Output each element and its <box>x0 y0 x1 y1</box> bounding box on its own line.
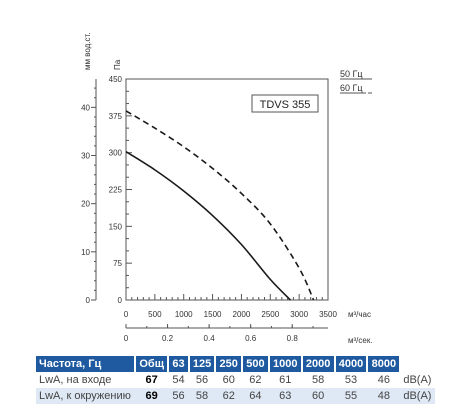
performance-chart: 50 Гц 60 Гц TDVS 355 мм вод.ст. Па м³/ча… <box>81 32 373 345</box>
x2-tick-label: 0.8 <box>287 334 299 343</box>
y-pa-tick-labels: 0 75 150 225 300 375 450 <box>109 75 123 305</box>
y-mm-axis-title: мм вод.ст. <box>83 32 92 70</box>
row-value: 63 <box>268 388 302 404</box>
row-value: 60 <box>301 388 335 404</box>
row-unit: dB(A) <box>400 372 435 388</box>
header-band: 8000 <box>367 356 402 372</box>
y-tick-label: 150 <box>109 222 123 231</box>
y-tick-label: 225 <box>109 186 123 195</box>
legend-50-label: 50 Гц <box>340 69 363 79</box>
row-value: 58 <box>301 372 335 388</box>
x2-tick-label: 0 <box>124 334 129 343</box>
row-value: 55 <box>334 388 368 404</box>
header-band: 1000 <box>268 356 303 372</box>
x-flow-axis-title: м³/час <box>348 310 371 319</box>
noise-row: LwA, на входе 67 54 56 60 62 61 58 53 46 dB(A) <box>36 372 435 388</box>
y-tick-label: 375 <box>109 112 123 121</box>
y-tick-label: 300 <box>109 149 123 158</box>
x2-tick-labels: 0 0.2 0.4 0.6 0.8 <box>124 324 314 343</box>
x-tick-labels: 0 500 1000 1500 2000 2500 3000 3500 <box>124 310 338 319</box>
x2-tick-label: 0.4 <box>204 334 216 343</box>
row-value: 62 <box>242 372 269 388</box>
x-tick-label: 3000 <box>290 310 308 319</box>
header-band: 500 <box>242 356 270 372</box>
y-pa-axis-title: Па <box>113 59 122 70</box>
row-total: 69 <box>135 388 169 404</box>
series-lines <box>125 110 315 301</box>
noise-table: Частота, Гц Общ 63 125 250 500 1000 2000 4000 800… <box>36 356 436 404</box>
x-tick-label: 2000 <box>233 310 251 319</box>
row-value: 64 <box>242 388 269 404</box>
header-label: Частота, Гц <box>36 356 137 372</box>
noise-row: LwA, к окружению 69 56 58 62 64 63 60 55 48 dB(A) <box>36 388 435 404</box>
x-flow2-axis-title: м³/сек. <box>348 336 373 345</box>
header-band: 125 <box>188 356 217 372</box>
header-band: Общ <box>135 356 170 372</box>
series-50hz-line <box>125 151 292 301</box>
header-band: 2000 <box>301 356 336 372</box>
x2-tick-label: 0.2 <box>162 334 174 343</box>
row-value: 48 <box>367 388 401 404</box>
mm-tick-label: 10 <box>81 248 90 257</box>
x-tick-label: 3500 <box>319 310 337 319</box>
row-value: 62 <box>215 388 243 404</box>
y-tick-label: 0 <box>118 296 123 305</box>
y-tick-label: 450 <box>109 75 123 84</box>
row-value: 56 <box>188 372 216 388</box>
legend-60-label: 60 Гц <box>340 83 363 93</box>
tick-marks <box>91 78 329 301</box>
row-value: 53 <box>334 372 368 388</box>
x-tick-label: 1500 <box>204 310 222 319</box>
row-total: 67 <box>135 372 169 388</box>
y-mm-tick-labels: 0 10 20 30 40 <box>81 103 90 305</box>
y-tick-label: 75 <box>113 259 122 268</box>
mm-tick-label: 40 <box>81 103 90 112</box>
row-value: 46 <box>367 372 401 388</box>
row-value: 60 <box>215 372 243 388</box>
row-value: 58 <box>188 388 216 404</box>
row-value: 56 <box>168 388 189 404</box>
row-label: LwA, к окружению <box>36 388 136 404</box>
mm-tick-label: 20 <box>81 200 90 209</box>
mm-tick-label: 0 <box>86 296 91 305</box>
header-band: 4000 <box>334 356 369 372</box>
header-unit <box>400 356 436 372</box>
row-value: 61 <box>268 372 302 388</box>
x-tick-label: 0 <box>124 310 129 319</box>
chart-title: TDVS 355 <box>260 99 311 111</box>
header-band: 250 <box>215 356 244 372</box>
x-tick-label: 2500 <box>261 310 279 319</box>
noise-table-header: Частота, Гц Общ 63 125 250 500 1000 2000 4000 800… <box>36 356 436 372</box>
row-value: 54 <box>168 372 189 388</box>
header-band: 63 <box>168 356 190 372</box>
series-60hz-line <box>125 110 315 301</box>
row-label: LwA, на входе <box>36 372 136 388</box>
mm-tick-label: 30 <box>81 152 90 161</box>
chart-title-box <box>251 94 319 113</box>
row-unit: dB(A) <box>400 388 435 404</box>
x2-tick-label: 0.6 <box>245 334 257 343</box>
x-tick-label: 500 <box>148 310 162 319</box>
x-tick-label: 1000 <box>175 310 193 319</box>
